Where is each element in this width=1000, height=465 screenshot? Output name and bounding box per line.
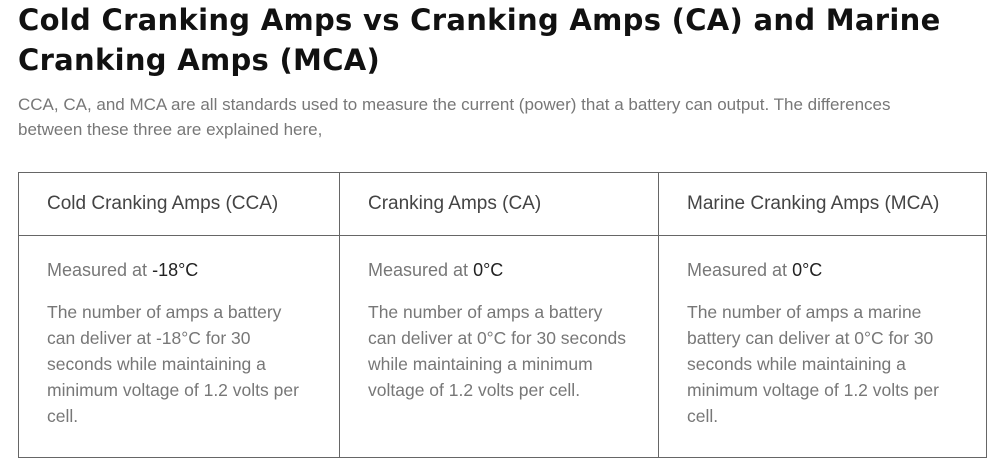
- measured-value: -18°C: [152, 260, 199, 280]
- header-cell: Cranking Amps (CA): [339, 172, 659, 236]
- comparison-table: Cold Cranking Amps (CCA) Cranking Amps (…: [18, 172, 987, 458]
- description: The number of amps a marine battery can …: [687, 302, 939, 426]
- header-row: Cold Cranking Amps (CCA) Cranking Amps (…: [18, 172, 987, 236]
- intro: CCA, CA, and MCA are all standards used …: [18, 95, 891, 139]
- measured-value: 0°C: [792, 260, 823, 280]
- cell: Measured at 0°C The number of amps a bat…: [339, 235, 659, 458]
- measured-value: 0°C: [473, 260, 504, 280]
- measured: Measured at 0°C: [368, 260, 630, 281]
- measured-label: Measured at: [47, 260, 148, 280]
- measured: Measured at -18°C: [47, 260, 311, 281]
- description: The number of amps a battery can deliver…: [368, 302, 626, 400]
- cell: Measured at -18°C The number of amps a b…: [18, 235, 340, 458]
- page-title: Cold Cranking Amps vs Cranking Amps (CA)…: [18, 3, 941, 77]
- header-cell: Cold Cranking Amps (CCA): [18, 172, 340, 236]
- description: The number of amps a battery can deliver…: [47, 302, 299, 426]
- header-cell: Marine Cranking Amps (MCA): [658, 172, 987, 236]
- body-row: Measured at -18°C The number of amps a b…: [18, 235, 987, 458]
- measured-label: Measured at: [368, 260, 469, 280]
- measured: Measured at 0°C: [687, 260, 958, 281]
- cell: Measured at 0°C The number of amps a mar…: [658, 235, 987, 458]
- measured-label: Measured at: [687, 260, 788, 280]
